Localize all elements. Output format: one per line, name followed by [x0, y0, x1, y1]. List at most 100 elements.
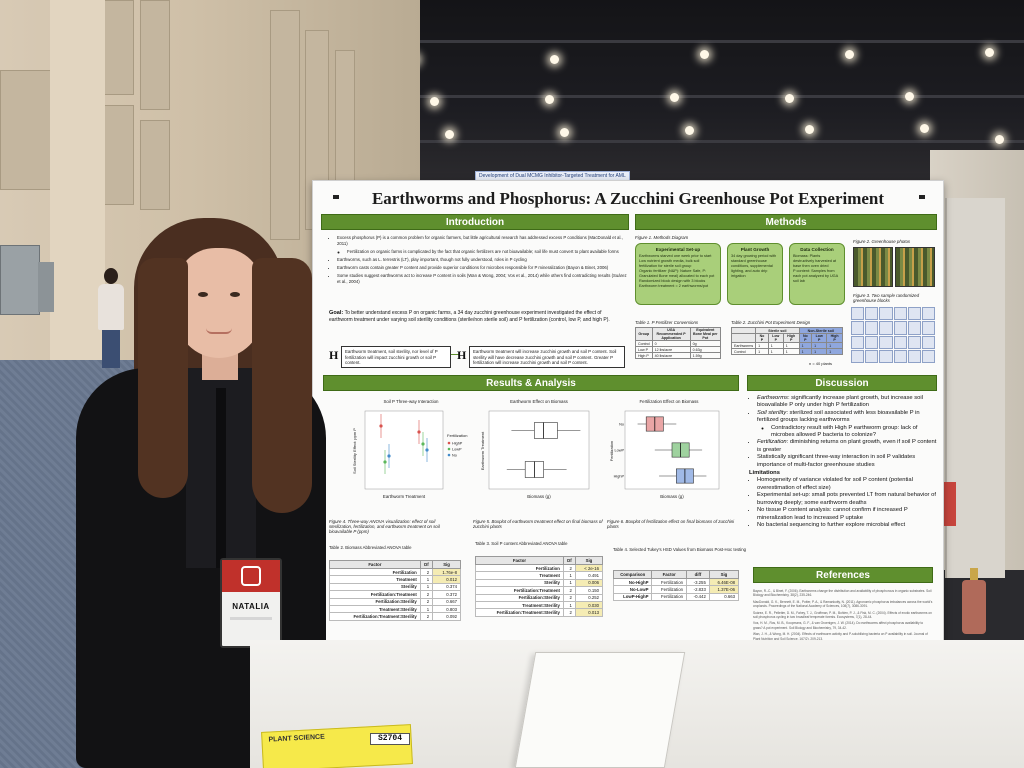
limitation-bullet: No tissue P content analysis: cannot con… — [757, 507, 939, 522]
table-cell: 1 — [562, 578, 576, 588]
table-cell: -3.255 — [686, 577, 710, 587]
table-cell: Fertilization:Treatment — [475, 586, 564, 595]
table-cell: Treatment — [329, 575, 421, 584]
table-cell: Fertilization — [651, 592, 687, 602]
table-cell: 40 lbs/acre — [651, 352, 691, 359]
table-row: Fertilization:Treatment:Sterility 2 0.013 — [475, 608, 604, 617]
table-cell: 0.374 — [432, 582, 461, 592]
table-row: No-LowP Fertilization -2.833 1.37E-06 — [612, 585, 740, 594]
table-header: Df — [562, 556, 576, 565]
table-header: Low P — [811, 333, 828, 343]
table-header: High P — [782, 333, 800, 343]
table-row: Sterility 1 0.006 — [475, 578, 604, 588]
table-row: Fertilization:Sterility 2 0.667 — [329, 597, 461, 606]
table-cell: 0.491 — [574, 571, 604, 580]
setup-line: Organic fertilizer (N&P): Nature Safe, P… — [639, 269, 715, 278]
table-cell: 2 — [419, 567, 434, 577]
y-axis-label: Soil Sterility Effect: ppm P — [352, 428, 357, 474]
table-header: Group — [635, 327, 653, 341]
table-cell: Fertilization — [651, 585, 687, 594]
data-point — [421, 442, 425, 446]
limitation-bullet: No bacterial sequencing to further explo… — [757, 522, 939, 529]
table-cell: Fertilization:Sterility — [329, 597, 421, 606]
table-cell: Fertilization:Sterility — [475, 593, 564, 602]
table-cell: 1 — [562, 600, 576, 610]
introduction-bullets: Excess phosphorus (P) is a common proble… — [329, 235, 629, 287]
reference-entry: Vos, H. M., Ros, M. B., Koopmans, G. F.,… — [753, 621, 924, 630]
plot-area — [364, 410, 444, 490]
table-header: Equivalent Bone Meal per Pot — [689, 327, 722, 341]
table-cell: 2 — [419, 597, 434, 606]
table-row: Fertilization 2 1.76e-8 — [329, 567, 461, 577]
earthworm-biomass-chart: Earthworm Effect on Biomass Earthworm Tr… — [479, 399, 599, 503]
table-cell: Fertilization — [651, 577, 687, 587]
tukey-caption: Table 4. Selected Tukey's HSD Values fro… — [613, 547, 747, 552]
goal-statement: Goal: To better understand excess P on o… — [329, 310, 625, 323]
table-cell: Sterility — [475, 578, 564, 588]
table-cell: 0.252 — [574, 593, 604, 602]
badge-logo-icon — [241, 566, 261, 586]
table-cell: 1 — [767, 348, 784, 355]
legend-marker — [447, 447, 451, 451]
greenhouse-photo — [853, 247, 893, 287]
table-row: Treatment 1 0.012 — [329, 575, 461, 584]
reference-entry: Bayon, R.-C., & Binet, F. (2006). Earthw… — [753, 589, 932, 598]
table-cell: Fertilization:Treatment:Sterility — [329, 612, 421, 621]
data-collection-line: P content: Samples from each pot analyze… — [793, 269, 838, 283]
table-cell: 1.37E-06 — [708, 585, 740, 594]
table-row: Fertilization:Sterility 2 0.252 — [475, 593, 604, 602]
table-cell: 0.372 — [432, 590, 461, 599]
table-cell: 0.030 — [574, 600, 604, 610]
limitations-label: Limitations — [749, 470, 780, 477]
soilp-anova-caption: Table 3. Soil P content Abbreviated ANOV… — [475, 541, 568, 546]
tick-label: HighP — [614, 475, 625, 479]
table-row: LowP-HighP Fertilization -0.442 0.663 — [612, 592, 740, 602]
table-cell: Treatment:Sterility — [475, 600, 564, 610]
h1-symbol: H — [457, 348, 467, 362]
data-collection-title: Data Collection — [800, 247, 834, 252]
tick-label: No — [619, 423, 624, 427]
box — [534, 422, 558, 439]
table-cell: 0.803 — [432, 604, 461, 614]
table-cell: 2 — [419, 590, 434, 599]
soil-p-chart: Soil P Three-way Interaction Soil Steril… — [351, 399, 471, 503]
limitations-bullets: Homogeneity of variance violated for soi… — [757, 477, 939, 529]
table-cell: 6.46E-08 — [708, 577, 740, 587]
table-cell: 1 — [826, 348, 843, 355]
table-row: Fertilization 2 < 2e-16 — [475, 563, 604, 573]
growth-box: Plant Growth 34 day growing period with … — [727, 243, 783, 305]
table-cell: 2 — [562, 563, 576, 573]
table-header: UGA Recommended P Application — [651, 327, 691, 341]
table-cell: Treatment — [475, 571, 564, 580]
x-axis-label: Biomass (g) — [527, 494, 551, 499]
poster-clip — [919, 195, 925, 199]
table-cell: 2 — [562, 593, 576, 602]
table-header: Df — [419, 560, 434, 569]
name-badge: NATALIA — [220, 558, 282, 648]
greenhouse-photo — [895, 247, 935, 287]
chart-title: Fertilization Effect on Biomass — [639, 399, 699, 404]
limitation-bullet: Experimental set-up: small pots prevente… — [757, 492, 939, 507]
table-cell: Treatment:Sterility — [329, 604, 421, 614]
growth-line: 34 day growing period with standard gree… — [731, 254, 777, 278]
table-header: Factor — [329, 560, 421, 569]
table-cell: No-LowP — [612, 585, 653, 594]
badge-name: NATALIA — [232, 602, 270, 611]
table-cell: Fertilization:Treatment:Sterility — [475, 608, 564, 617]
table-header: Sig — [708, 570, 740, 579]
table-header: No P — [798, 333, 813, 343]
chart-title: Earthworm Effect on Biomass — [510, 399, 568, 404]
tukey-table: Comparison Factor diff Sig No-HighP Fertiliza… — [612, 570, 740, 602]
table-cell: 1 — [811, 348, 828, 355]
data-point — [387, 454, 391, 458]
table-cell: 1 — [562, 571, 576, 580]
chart-title: Soil P Three-way Interaction — [383, 399, 439, 404]
white-binder[interactable] — [514, 652, 686, 768]
growth-title: Plant Growth — [740, 247, 770, 252]
face — [176, 248, 262, 358]
table-cell: 0.012 — [432, 575, 461, 584]
data-collection-box: Data Collection Biomass: Plants destruct… — [789, 243, 845, 305]
table-cell: Fertilization — [329, 567, 421, 577]
table-cell: Fertilization — [475, 563, 564, 573]
table-cell: 0.150 — [574, 586, 604, 595]
